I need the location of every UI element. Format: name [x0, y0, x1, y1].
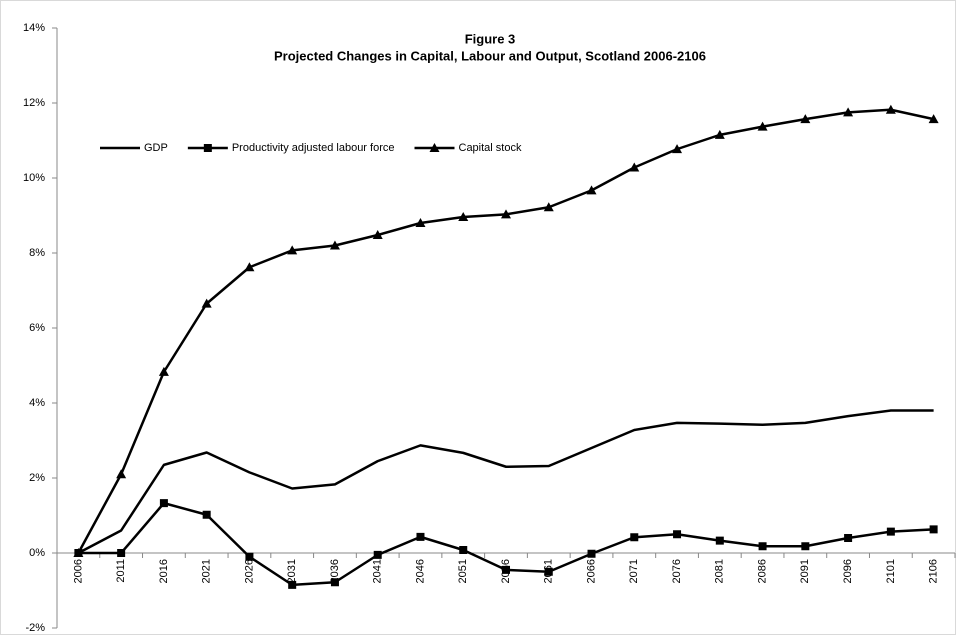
y-tick-label: 4% — [29, 397, 45, 409]
marker — [372, 230, 383, 239]
legend-label: Productivity adjusted labour force — [232, 142, 395, 154]
legend-marker — [429, 143, 440, 152]
marker — [329, 240, 340, 250]
y-tick-label: 14% — [23, 22, 45, 34]
marker — [800, 114, 811, 124]
x-tick-label: 2006 — [72, 559, 84, 583]
y-tick-label: 12% — [23, 97, 45, 109]
marker — [758, 542, 767, 551]
marker — [201, 298, 212, 308]
marker — [801, 542, 810, 551]
marker — [373, 550, 382, 559]
marker — [844, 534, 853, 542]
marker — [672, 144, 683, 154]
y-tick-label: -2% — [25, 622, 45, 634]
x-tick-label: 2091 — [799, 559, 811, 583]
marker — [587, 549, 596, 558]
marker — [73, 548, 84, 557]
marker — [629, 162, 640, 172]
marker — [544, 567, 553, 576]
x-tick-label: 2026 — [243, 559, 255, 583]
y-tick-label: 6% — [29, 322, 45, 334]
x-tick-label: 2051 — [457, 559, 469, 583]
marker — [415, 218, 426, 227]
marker — [886, 527, 895, 536]
x-tick-label: 2021 — [201, 559, 213, 583]
x-tick-label: 2031 — [286, 559, 298, 583]
marker — [586, 185, 597, 195]
x-tick-label: 2076 — [671, 559, 683, 583]
legend-label: GDP — [144, 142, 168, 154]
marker — [202, 510, 211, 519]
series-line — [77, 409, 934, 555]
x-tick-label: 2096 — [842, 559, 854, 583]
marker — [459, 546, 468, 554]
marker — [502, 565, 510, 574]
marker — [159, 499, 168, 508]
legend-label: Capital stock — [459, 142, 522, 154]
marker — [330, 578, 339, 587]
y-tick-label: 2% — [29, 472, 45, 484]
marker — [843, 107, 854, 117]
x-tick-label: 2081 — [714, 559, 726, 583]
marker — [928, 114, 939, 124]
x-tick-label: 2086 — [756, 559, 768, 583]
x-tick-label: 2106 — [928, 559, 940, 583]
chart-subtitle: Projected Changes in Capital, Labour and… — [274, 48, 706, 63]
marker — [501, 209, 511, 219]
legend-marker — [203, 144, 212, 152]
marker — [244, 262, 255, 272]
marker — [885, 104, 896, 114]
marker — [117, 549, 126, 557]
marker — [458, 212, 469, 221]
marker — [757, 121, 768, 131]
x-tick-label: 2011 — [115, 559, 127, 583]
marker — [714, 129, 725, 139]
marker — [715, 536, 724, 545]
marker — [543, 202, 554, 212]
x-tick-label: 2066 — [585, 559, 597, 583]
marker — [929, 525, 938, 534]
marker — [673, 530, 682, 539]
x-tick-label: 2041 — [372, 559, 384, 583]
marker — [158, 366, 169, 376]
x-tick-label: 2046 — [414, 559, 426, 583]
marker — [287, 245, 298, 255]
y-tick-label: 0% — [29, 547, 45, 559]
marker — [630, 533, 639, 542]
y-tick-label: 8% — [29, 247, 45, 259]
marker — [288, 580, 297, 589]
x-tick-label: 2071 — [628, 559, 640, 583]
x-tick-label: 2036 — [329, 559, 341, 583]
marker — [245, 552, 254, 561]
marker — [116, 469, 127, 479]
x-tick-label: 2016 — [158, 559, 170, 583]
x-tick-label: 2101 — [885, 559, 897, 583]
y-tick-label: 10% — [23, 172, 45, 184]
chart-title: Figure 3 — [465, 31, 516, 46]
marker — [416, 532, 425, 541]
